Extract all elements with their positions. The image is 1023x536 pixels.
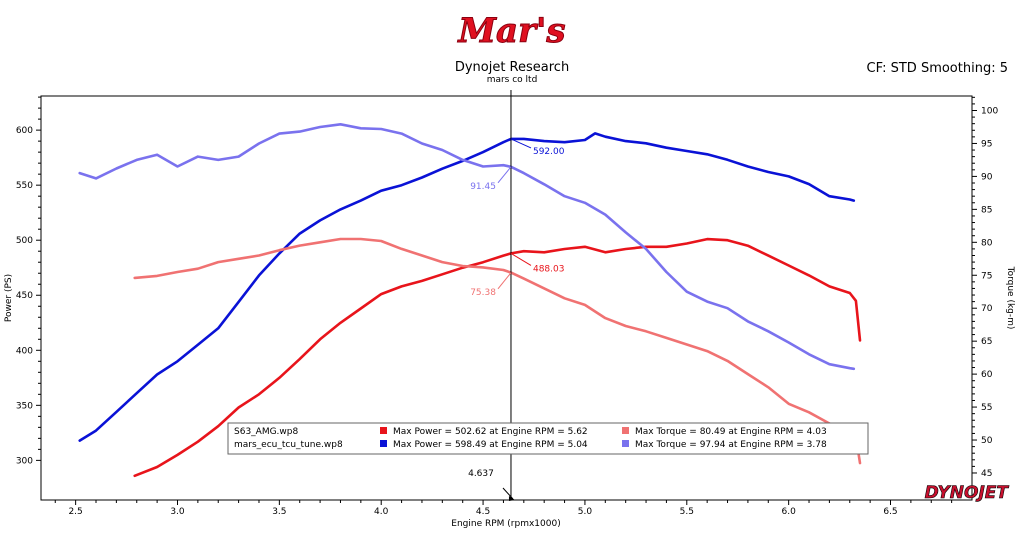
legend-torque-swatch	[622, 440, 629, 447]
y-tick-label: 600	[16, 126, 33, 136]
legend-box	[227, 422, 869, 455]
y2-tick-label: 95	[981, 139, 992, 149]
y-tick-label: 400	[16, 346, 33, 356]
legend: S63_AMG.wp8 Max Power = 502.62 at Engine …	[227, 422, 869, 455]
chart-title: Dynojet Research	[455, 60, 569, 75]
annotation-label: 91.45	[470, 182, 496, 192]
x-tick-label: 4.0	[374, 507, 389, 517]
y2-tick-label: 65	[981, 337, 992, 347]
cf-smoothing-label: CF: STD Smoothing: 5	[867, 61, 1008, 76]
y-tick-label: 300	[16, 456, 33, 466]
y2-tick-label: 100	[981, 106, 998, 116]
cursor-pointer-line	[502, 487, 514, 500]
annotation-pointer	[497, 166, 512, 184]
legend-file-name: S63_AMG.wp8	[234, 427, 298, 437]
y-tick-label: 350	[16, 401, 33, 411]
legend-power-swatch	[380, 427, 387, 434]
x-tick-label: 2.5	[68, 507, 82, 517]
y-tick-label: 450	[16, 291, 33, 301]
y2-tick-label: 70	[981, 304, 993, 314]
y-tick-label: 500	[16, 236, 33, 246]
y-axis-label: Power (PS)	[4, 274, 14, 322]
chart-subtitle: mars co ltd	[487, 75, 538, 85]
annotation-label: 592.00	[533, 147, 565, 157]
annotation-pointer	[510, 138, 532, 149]
y2-tick-label: 85	[981, 205, 992, 215]
annotation-label: 488.03	[533, 264, 565, 274]
y-tick-label: 550	[16, 181, 33, 191]
y2-tick-label: 55	[981, 403, 992, 413]
y-axis-left: 300 350 400 450 500 550 600	[16, 96, 41, 466]
x-tick-label: 6.5	[883, 507, 897, 517]
cursor-annotations: 592.00 488.03 91.45 75.38	[470, 138, 565, 500]
legend-power-swatch	[380, 440, 387, 447]
y2-tick-label: 60	[981, 370, 993, 380]
annotation-pointer	[497, 272, 512, 290]
series-line-1	[78, 132, 856, 442]
x-tick-label: 3.5	[272, 507, 286, 517]
y2-tick-label: 45	[981, 469, 992, 479]
logo-text: Mar's	[457, 11, 565, 51]
y2-tick-label: 75	[981, 271, 992, 281]
y2-tick-label: 90	[981, 172, 993, 182]
y2-tick-label: 80	[981, 238, 993, 248]
annotation-pointer	[510, 252, 532, 266]
legend-file-name: mars_ecu_tcu_tune.wp8	[234, 440, 343, 450]
y2-tick-label: 50	[981, 436, 993, 446]
x-tick-label: 3.0	[170, 507, 185, 517]
y-axis-right: 45 50 55 60 65 70 75 80 85 90 95 100	[972, 96, 998, 479]
legend-power-text: Max Power = 502.62 at Engine RPM = 5.62	[393, 427, 588, 437]
x-tick-label: 5.0	[578, 507, 593, 517]
x-tick-label: 6.0	[781, 507, 796, 517]
rpm-cursor-label: 4.637	[468, 469, 494, 479]
legend-torque-swatch	[622, 427, 629, 434]
mars-logo: Mar's	[457, 11, 566, 52]
x-axis: 2.5 3.0 3.5 4.0 4.5 5.0 5.5 6.0 6.5	[54, 500, 953, 517]
x-tick-label: 5.5	[680, 507, 694, 517]
legend-torque-text: Max Torque = 80.49 at Engine RPM = 4.03	[635, 427, 827, 437]
dynojet-brand-logo: DYNOJET	[925, 483, 1010, 503]
legend-power-text: Max Power = 598.49 at Engine RPM = 5.04	[393, 440, 588, 450]
legend-torque-text: Max Torque = 97.94 at Engine RPM = 3.78	[635, 440, 827, 450]
series-line-3	[78, 123, 856, 371]
y2-axis-label: Torque (kg-m)	[1005, 266, 1015, 330]
x-tick-label: 4.5	[476, 507, 490, 517]
x-axis-label: Engine RPM (rpmx1000)	[451, 519, 560, 529]
annotation-label: 75.38	[470, 288, 496, 298]
